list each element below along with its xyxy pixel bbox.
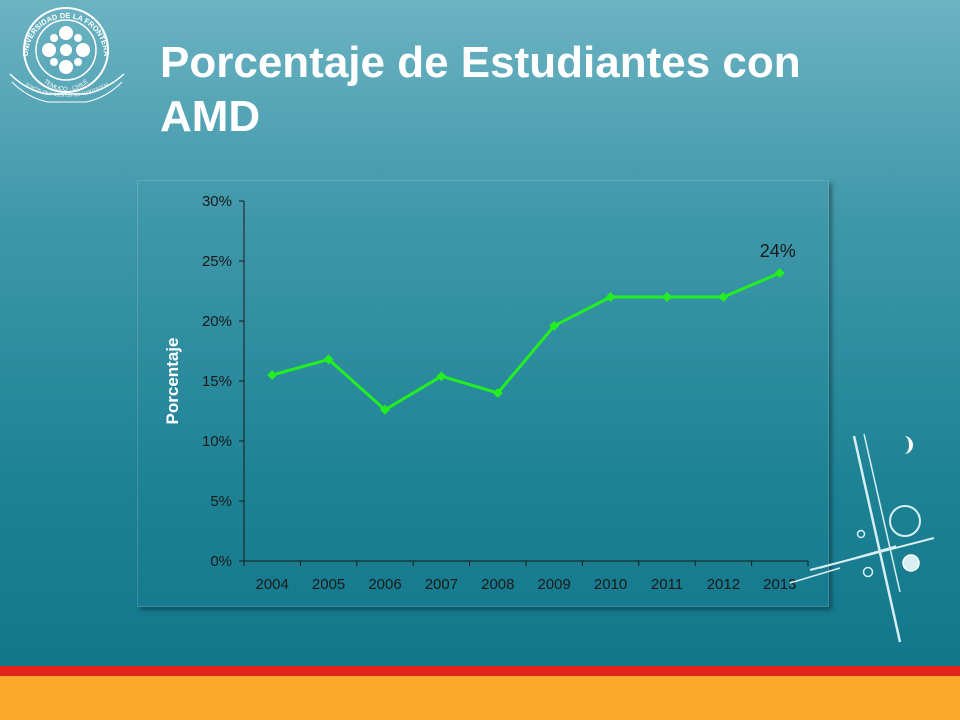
deco-line	[852, 435, 902, 643]
y-axis-ticks: 0% 5% 10% 15% 20% 25% 30%	[202, 193, 244, 570]
data-point	[774, 268, 785, 278]
data-point	[492, 388, 503, 398]
deco-line	[863, 433, 901, 593]
deco-line	[819, 545, 897, 569]
deco-circle	[856, 529, 866, 539]
data-label: 24%	[760, 241, 796, 261]
deco-circle	[889, 505, 921, 537]
slide-title-line2: AMD	[160, 92, 261, 141]
x-tick-label: 2004	[256, 576, 289, 593]
deco-circle	[862, 566, 874, 578]
data-point	[549, 320, 560, 331]
y-tick-label: 15%	[202, 373, 232, 390]
line-chart: 0% 5% 10% 15% 20% 25% 30% 2004 2005 2006 2007 2008…	[163, 193, 809, 593]
x-axis-ticks: 2004 2005 2006 2007 2008 2009 2010 2011 2012 2013	[243, 561, 809, 593]
x-tick-label: 2008	[481, 576, 514, 593]
y-tick-label: 0%	[210, 553, 232, 570]
x-tick-label: 2007	[425, 576, 458, 593]
chart-series	[267, 268, 785, 415]
footer-band-red	[0, 666, 960, 676]
data-point	[605, 292, 616, 302]
slide-title: Porcentaje de Estudiantes con AMD	[160, 36, 920, 144]
deco-line	[789, 567, 841, 584]
data-point	[323, 354, 334, 365]
seal-emblem-icon	[42, 26, 90, 74]
deco-circle	[902, 554, 920, 572]
series-line	[271, 271, 781, 412]
y-tick-label: 25%	[202, 253, 232, 270]
y-axis-title: Porcentaje	[163, 338, 182, 425]
y-tick-label: 5%	[210, 493, 232, 510]
logo-arc-bottom: TEMUCO · CHILE	[42, 79, 89, 93]
x-tick-label: 2005	[312, 576, 345, 593]
crescent-icon	[904, 436, 913, 454]
y-tick-label: 30%	[202, 193, 232, 210]
x-tick-label: 2011	[651, 576, 683, 593]
chart-data-labels: 24%	[760, 241, 796, 261]
university-logo: UNIVERSIDAD DE LA FRONTERA TEMUCO · CHIL…	[9, 7, 125, 103]
x-tick-label: 2006	[368, 576, 401, 593]
decorative-graphic	[789, 433, 935, 643]
chart-axes	[243, 201, 808, 562]
x-tick-label: 2010	[594, 576, 627, 593]
data-point	[436, 371, 447, 382]
x-tick-label: 2013	[763, 576, 796, 593]
y-tick-label: 20%	[202, 313, 232, 330]
x-tick-label: 2012	[707, 576, 740, 593]
footer-band-yellow	[0, 676, 960, 720]
data-point	[267, 370, 278, 380]
data-point	[380, 404, 390, 415]
slide-title-line1: Porcentaje de Estudiantes con	[160, 38, 801, 87]
x-tick-label: 2009	[538, 576, 571, 593]
y-tick-label: 10%	[202, 433, 232, 450]
data-point	[662, 292, 672, 302]
data-point	[718, 292, 729, 302]
chart-frame: 0% 5% 10% 15% 20% 25% 30% 2004 2005 2006 2007 2008…	[137, 180, 829, 607]
